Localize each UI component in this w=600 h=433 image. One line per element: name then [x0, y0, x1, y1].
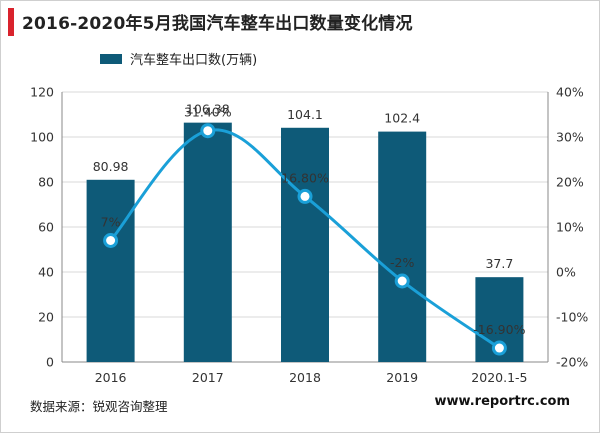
title-accent-bar: [8, 8, 14, 36]
line-value-label: 16.80%: [281, 170, 329, 185]
source-note: 数据来源：锐观咨询整理: [30, 399, 168, 414]
left-tick-label: 80: [38, 175, 54, 190]
right-tick-label: 0%: [556, 265, 576, 280]
legend-label: 汽车整车出口数(万辆): [130, 52, 257, 68]
bar-value-label: 80.98: [93, 159, 129, 174]
bar: [86, 179, 135, 362]
bar: [378, 131, 427, 362]
left-tick-label: 20: [38, 310, 54, 325]
x-tick-label: 2017: [192, 370, 224, 385]
right-axis-ticks: -20% -10% 0% 10% 20% 30% 40%: [556, 85, 588, 370]
x-tick-label: 2019: [386, 370, 418, 385]
right-tick-label: 10%: [556, 220, 584, 235]
x-axis-labels: 2016 2017 2018 2019 2020.1-5: [95, 370, 528, 385]
left-axis-ticks: 0 20 40 60 80 100 120: [30, 85, 54, 370]
left-tick-label: 40: [38, 265, 54, 280]
line-value-labels: 7% 31.40% 16.80% -2% -16.90%: [101, 105, 526, 337]
x-tick-label: 2016: [95, 370, 127, 385]
bar-value-label: 106.38: [186, 102, 230, 117]
left-tick-label: 0: [46, 355, 54, 370]
chart-title: 2016-2020年5月我国汽车整车出口数量变化情况: [22, 14, 413, 34]
right-tick-label: 40%: [556, 85, 584, 100]
line-value-label: -16.90%: [473, 322, 525, 337]
right-tick-label: 20%: [556, 175, 584, 190]
line-point: [394, 273, 410, 289]
website-url: www.reportrc.com: [434, 394, 570, 409]
right-tick-label: 30%: [556, 130, 584, 145]
line-series: [103, 123, 507, 356]
left-tick-label: 100: [30, 130, 54, 145]
bar-value-label: 37.7: [485, 256, 513, 271]
line-value-label: 7%: [101, 215, 121, 230]
right-tick-label: -20%: [556, 355, 588, 370]
x-tick-label: 2020.1-5: [471, 370, 527, 385]
line-value-label: 31.40%: [184, 105, 232, 120]
x-tick-label: 2018: [289, 370, 321, 385]
left-tick-label: 120: [30, 85, 54, 100]
bar-value-labels: 80.98 106.38 104.1 102.4 37.7: [93, 102, 514, 272]
left-tick-label: 60: [38, 220, 54, 235]
bar-value-label: 102.4: [384, 111, 420, 126]
line-point: [200, 123, 216, 139]
line-point: [491, 340, 507, 356]
bar-value-label: 104.1: [287, 107, 323, 122]
legend-swatch: [100, 54, 122, 64]
bar: [183, 122, 232, 363]
bar: [281, 127, 329, 363]
bar-series: [86, 122, 524, 363]
line-point: [103, 233, 119, 248]
line-point: [297, 188, 313, 204]
line-value-label: -2%: [390, 255, 414, 270]
right-tick-label: -10%: [556, 310, 588, 325]
legend: 汽车整车出口数(万辆): [100, 52, 257, 68]
